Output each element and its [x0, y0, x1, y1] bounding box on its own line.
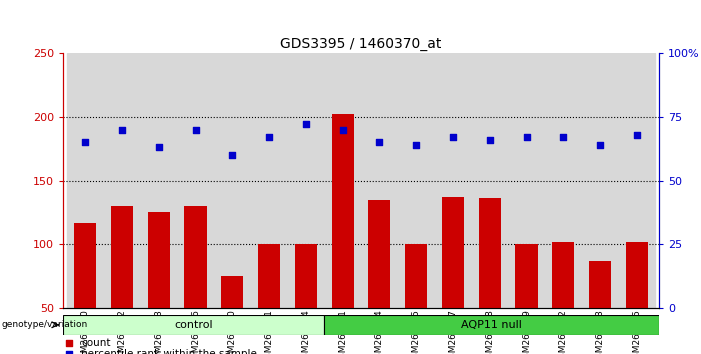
Point	[632, 132, 643, 137]
Bar	[508, 53, 545, 308]
Bar	[626, 242, 648, 354]
Bar	[148, 212, 170, 354]
Point	[153, 144, 164, 150]
Point	[264, 135, 275, 140]
Bar	[214, 53, 251, 308]
Point	[300, 122, 311, 127]
Bar	[325, 53, 361, 308]
Text: genotype/variation: genotype/variation	[1, 320, 88, 329]
Bar	[287, 53, 325, 308]
Bar	[405, 244, 427, 354]
Bar	[67, 53, 104, 308]
Bar	[471, 53, 508, 308]
Bar	[324, 315, 659, 335]
Point	[409, 246, 421, 251]
Point	[226, 152, 238, 158]
Bar	[479, 198, 501, 354]
Bar	[545, 53, 582, 308]
Bar	[582, 53, 618, 308]
Bar	[140, 53, 177, 308]
Bar	[515, 244, 538, 354]
Bar	[332, 114, 354, 354]
Point	[521, 135, 532, 140]
Point	[447, 135, 458, 140]
Text: control: control	[174, 320, 212, 330]
Text: count: count	[81, 338, 111, 348]
Bar	[442, 197, 464, 354]
Bar	[251, 53, 287, 308]
Point	[558, 135, 569, 140]
Text: percentile rank within the sample: percentile rank within the sample	[81, 349, 257, 354]
Bar	[589, 261, 611, 354]
Bar	[222, 276, 243, 354]
Point	[409, 342, 421, 348]
Point	[337, 127, 348, 132]
Bar	[361, 53, 397, 308]
Point	[79, 139, 90, 145]
Bar	[435, 53, 471, 308]
Bar	[258, 244, 280, 354]
Point	[594, 142, 606, 148]
Point	[190, 127, 201, 132]
Bar	[397, 53, 435, 308]
Point	[484, 137, 496, 143]
Bar	[368, 200, 390, 354]
Bar	[74, 223, 96, 354]
Point	[411, 142, 422, 148]
Bar	[618, 53, 655, 308]
Text: AQP11 null: AQP11 null	[461, 320, 522, 330]
Bar	[552, 242, 574, 354]
Bar	[104, 53, 140, 308]
Bar	[295, 244, 317, 354]
Bar	[177, 53, 214, 308]
Bar	[63, 315, 324, 335]
Bar	[184, 206, 207, 354]
Point	[116, 127, 128, 132]
Point	[374, 139, 385, 145]
Bar	[111, 206, 133, 354]
Title: GDS3395 / 1460370_at: GDS3395 / 1460370_at	[280, 37, 442, 51]
